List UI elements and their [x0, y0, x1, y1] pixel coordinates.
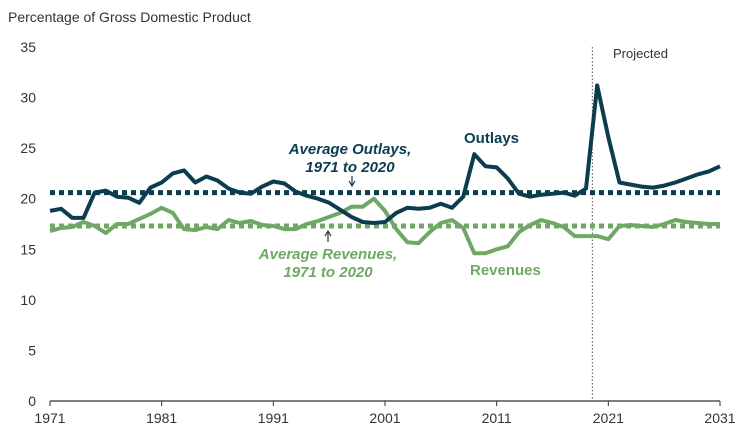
- y-tick-5: 5: [28, 342, 36, 358]
- projected-label: Projected: [613, 46, 668, 61]
- y-tick-20: 20: [20, 191, 36, 207]
- y-axis-title: Percentage of Gross Domestic Product: [8, 9, 251, 25]
- x-tick-1971: 1971: [34, 410, 65, 426]
- y-tick-30: 30: [20, 90, 36, 106]
- y-tick-0: 0: [28, 393, 36, 409]
- average-outlays-label-line2: 1971 to 2020: [305, 159, 395, 176]
- y-tick-10: 10: [20, 292, 36, 308]
- y-tick-35: 35: [20, 39, 36, 55]
- average-revenues-arrow: [324, 229, 332, 242]
- y-tick-25: 25: [20, 140, 36, 156]
- average-revenues-label-line2: 1971 to 2020: [283, 264, 373, 281]
- average-outlays-label-line1: Average Outlays,: [288, 141, 412, 158]
- x-tick-labels: 1971 1981 1991 2001 2011 2021 2031: [34, 401, 736, 426]
- x-tick-1981: 1981: [146, 410, 177, 426]
- y-tick-15: 15: [20, 241, 36, 257]
- x-tick-1991: 1991: [258, 410, 289, 426]
- x-tick-2011: 2011: [482, 410, 512, 426]
- x-tick-2001: 2001: [369, 410, 400, 426]
- average-outlays-arrow: [348, 176, 356, 188]
- y-tick-labels: 0 5 10 15 20 25 30 35: [20, 39, 36, 409]
- average-revenues-label-line1: Average Revenues,: [258, 246, 397, 263]
- revenues-series-label: Revenues: [470, 262, 541, 279]
- x-tick-2021: 2021: [593, 410, 624, 426]
- outlays-series-label: Outlays: [464, 130, 519, 147]
- x-tick-2031: 2031: [704, 410, 735, 426]
- revenues-series-line: [49, 196, 720, 256]
- outlays-series-line: [49, 83, 721, 225]
